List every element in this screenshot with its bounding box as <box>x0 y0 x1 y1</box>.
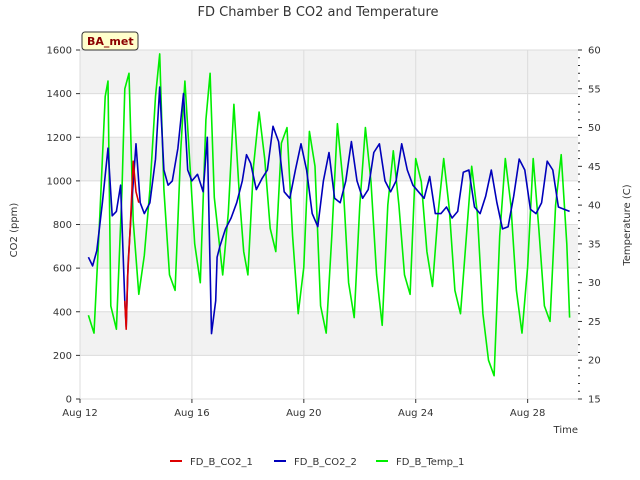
legend-label: FD_B_CO2_1 <box>190 457 253 468</box>
chart-title: FD Chamber B CO2 and Temperature <box>198 5 439 20</box>
x-tick-label: Aug 28 <box>510 408 545 419</box>
y2-axis-label: Temperature (C) <box>622 184 633 266</box>
plot-series <box>87 53 571 377</box>
legend-label: FD_B_CO2_2 <box>294 457 357 468</box>
y2-tick-label: 55 <box>588 84 601 95</box>
y-tick-label: 600 <box>53 264 72 275</box>
y-tick-label: 1000 <box>47 176 72 187</box>
legend: FD_B_CO2_1 FD_B_CO2_2 FD_B_Temp_1 <box>170 457 464 468</box>
y-tick-label: 0 <box>66 395 72 406</box>
plot-band <box>80 224 578 269</box>
y-axis-label: CO2 (ppm) <box>9 203 20 258</box>
x-tick-label: Aug 24 <box>398 408 433 419</box>
plot-axes: 0 200 400 600 800 1000 1200 1400 1600 15 20 25 30 35 4… <box>47 46 601 420</box>
y2-tick-label: 45 <box>588 162 601 173</box>
plot-background-bands <box>80 50 578 356</box>
y-tick-label: 1200 <box>47 133 72 144</box>
x-tick-label: Aug 16 <box>174 408 209 419</box>
legend-item: FD_B_CO2_1 <box>170 457 253 468</box>
y2-tick-label: 30 <box>588 278 601 289</box>
y2-tick-label: 60 <box>588 46 601 57</box>
legend-label: FD_B_Temp_1 <box>396 457 464 468</box>
x-axis-label: Time <box>553 425 578 436</box>
y2-tick-label: 35 <box>588 239 601 250</box>
y2-tick-label: 50 <box>588 123 601 134</box>
series-line-fd-b-co2-2 <box>87 86 570 335</box>
x-tick-label: Aug 12 <box>62 408 97 419</box>
y-tick-label: 800 <box>53 220 72 231</box>
legend-item: FD_B_Temp_1 <box>376 457 464 468</box>
y2-tick-label: 15 <box>588 395 601 406</box>
y-tick-label: 400 <box>53 307 72 318</box>
y-tick-label: 200 <box>53 351 72 362</box>
y-tick-label: 1400 <box>47 89 72 100</box>
y2-tick-label: 25 <box>588 317 601 328</box>
x-tick-label: Aug 20 <box>286 408 321 419</box>
y2-tick-label: 40 <box>588 201 601 212</box>
legend-item: FD_B_CO2_2 <box>274 457 357 468</box>
series-line-fd-b-co2-1 <box>124 160 140 331</box>
plot-band <box>80 311 578 356</box>
plot-band <box>80 50 578 94</box>
y-tick-label: 1600 <box>47 46 72 57</box>
series-line-fd-b-temp-1 <box>87 53 571 377</box>
y2-tick-label: 20 <box>588 356 601 367</box>
badge: BA_met <box>81 31 139 51</box>
badge-label: BA_met <box>87 35 134 48</box>
